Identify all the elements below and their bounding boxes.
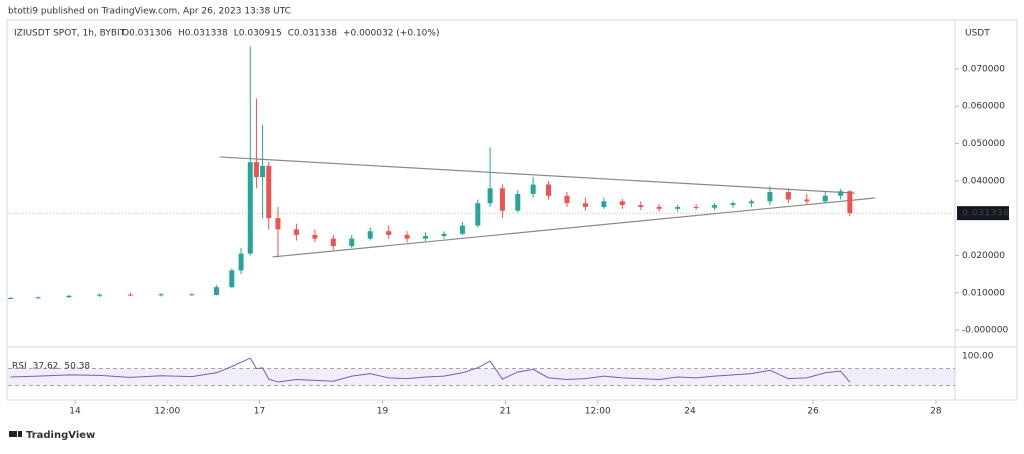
candle-body bbox=[275, 218, 281, 230]
candle-body bbox=[238, 253, 244, 271]
x-tick-label: 21 bbox=[500, 407, 511, 417]
candle-body bbox=[459, 225, 465, 234]
candle-body bbox=[404, 234, 410, 239]
candle-body bbox=[312, 234, 318, 239]
rsi-band bbox=[8, 368, 955, 386]
candle-body bbox=[601, 201, 607, 207]
candle-body bbox=[582, 203, 588, 207]
candle-body bbox=[423, 236, 429, 239]
y-tick-label: 0.060000 bbox=[962, 102, 1005, 112]
y-tick-label: 0.010000 bbox=[962, 288, 1005, 298]
candle-body bbox=[530, 184, 536, 194]
rsi-legend: 50.38 bbox=[64, 362, 90, 372]
trendline bbox=[272, 197, 876, 258]
rsi-legend: 37.62 bbox=[33, 362, 59, 372]
candle-body bbox=[127, 294, 133, 296]
x-tick-label: 26 bbox=[807, 407, 819, 417]
trendline bbox=[219, 156, 855, 194]
candle-body bbox=[349, 238, 355, 247]
candle-body bbox=[499, 188, 505, 211]
x-tick-label: 24 bbox=[684, 407, 696, 417]
candle-body bbox=[189, 294, 195, 296]
candle-body bbox=[515, 193, 521, 211]
candle-body bbox=[730, 203, 736, 206]
y-tick-label: -0.000000 bbox=[962, 326, 1008, 336]
candle-body bbox=[546, 184, 552, 196]
y-tick-label: 0.040000 bbox=[962, 176, 1005, 186]
ohlc-value: L0.030915 bbox=[234, 29, 282, 39]
candle-body bbox=[213, 287, 219, 295]
candle-body bbox=[247, 162, 253, 254]
candle-body bbox=[822, 195, 828, 202]
candle-body bbox=[97, 294, 103, 296]
candle-body bbox=[785, 192, 791, 200]
x-tick-label: 19 bbox=[377, 407, 389, 417]
candle-body bbox=[158, 294, 164, 296]
candle-body bbox=[260, 165, 266, 178]
candle-body bbox=[767, 192, 773, 202]
price-label: 0.031338 bbox=[962, 209, 1009, 219]
candle-body bbox=[748, 201, 754, 204]
y-tick-label: 0.050000 bbox=[962, 139, 1005, 149]
candle-body bbox=[293, 229, 299, 235]
y-tick-label: 0.020000 bbox=[962, 251, 1005, 261]
x-tick-label: 12:00 bbox=[154, 407, 180, 417]
candle-body bbox=[487, 188, 493, 204]
y-axis-label: USDT bbox=[965, 29, 990, 39]
ohlc-value: C0.031338 bbox=[288, 29, 338, 39]
candle-body bbox=[619, 201, 625, 206]
symbol: IZIUSDT SPOT, 1h, BYBIT bbox=[14, 29, 126, 39]
candle-body bbox=[66, 295, 72, 298]
candle-body bbox=[330, 238, 336, 247]
candle-body bbox=[441, 233, 447, 237]
rsi-legend: RSI bbox=[12, 362, 27, 372]
candle-body bbox=[847, 191, 853, 214]
y-tick-label: 0.070000 bbox=[962, 64, 1005, 74]
candle-body bbox=[638, 205, 644, 207]
candle-body bbox=[804, 199, 810, 202]
candle-body bbox=[386, 231, 392, 235]
ohlc-value: +0.000032 (+0.10%) bbox=[343, 29, 440, 39]
candle-body bbox=[266, 165, 272, 219]
candle-body bbox=[675, 206, 681, 209]
ohlc-value: H0.031338 bbox=[178, 29, 228, 39]
candle-body bbox=[253, 162, 259, 178]
candle-body bbox=[7, 297, 13, 299]
candle-body bbox=[838, 191, 844, 196]
logo bbox=[9, 431, 22, 437]
candle-body bbox=[475, 203, 481, 226]
candle-body bbox=[712, 205, 718, 208]
footer: TradingView bbox=[26, 430, 95, 441]
price-label-box bbox=[957, 206, 1009, 221]
candle-body bbox=[35, 297, 41, 299]
candle-body bbox=[229, 270, 235, 288]
x-tick-label: 28 bbox=[930, 407, 942, 417]
candle-body bbox=[656, 206, 662, 209]
candle-body bbox=[693, 206, 699, 208]
ohlc-value: O0.031306 bbox=[122, 29, 172, 39]
rsi-line bbox=[10, 357, 851, 383]
x-tick-label: 12:00 bbox=[585, 407, 611, 417]
x-tick-label: 14 bbox=[69, 407, 81, 417]
x-tick-label: 17 bbox=[254, 407, 265, 417]
header: btotti9 published on TradingView.com, Ap… bbox=[8, 7, 291, 17]
candle-body bbox=[564, 195, 570, 204]
candle-body bbox=[367, 231, 373, 239]
rsi-tick-label: 100.00 bbox=[962, 352, 994, 362]
